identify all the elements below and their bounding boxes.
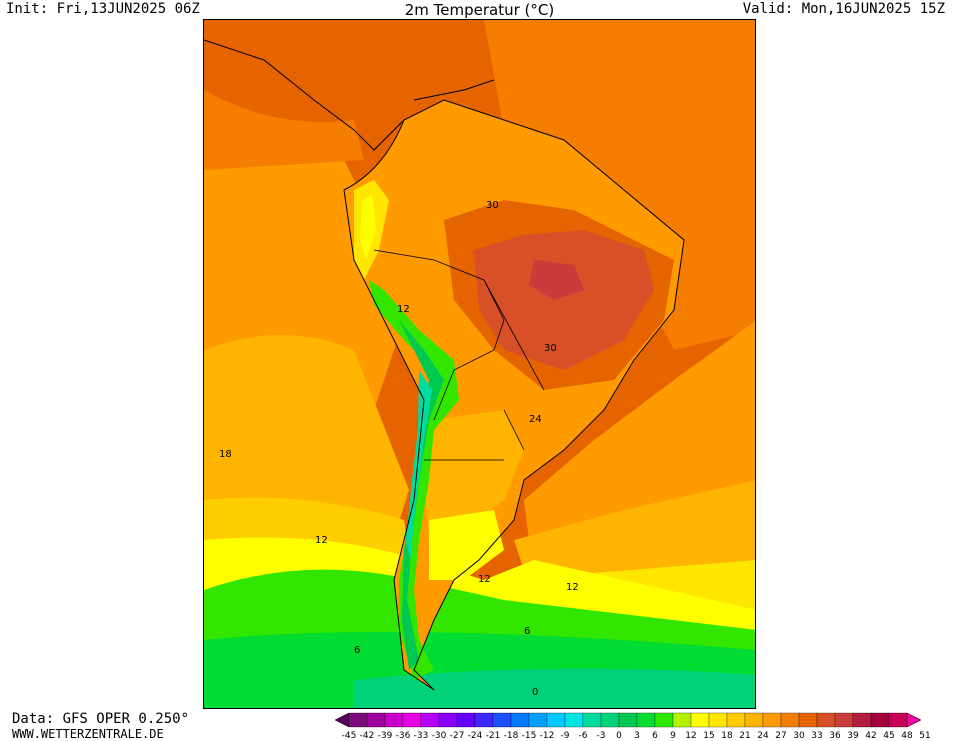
colorbar-tick-label: 12 [685, 731, 696, 741]
colorbar-tick-label: -3 [597, 731, 606, 741]
colorbar-tick-label: -15 [522, 731, 537, 741]
colorbar-tick-label: 9 [670, 731, 676, 741]
colorbar-swatch [690, 712, 710, 728]
field-27-nw [204, 90, 364, 170]
colorbar-swatch [384, 712, 404, 728]
colorbar-tick-label: 36 [829, 731, 841, 741]
colorbar-swatch [654, 712, 674, 728]
colorbar-swatch [708, 712, 728, 728]
colorbar-tick-label: -18 [504, 731, 519, 741]
colorbar-tick-label: 30 [793, 731, 805, 741]
colorbar-swatch [852, 712, 872, 728]
colorbar-swatch [618, 712, 638, 728]
colorbar-tick-label: -9 [561, 731, 570, 741]
colorbar-swatch [816, 712, 836, 728]
brazil-36 [529, 260, 584, 300]
colorbar-tick-label: -39 [378, 731, 393, 741]
field-27-ne [484, 20, 755, 350]
colorbar-swatch [510, 712, 530, 728]
colorbar: -45 -42 -39 -36 -33 -30 -27 -24 -21 -18 -15 -12 -9 -6… [334, 712, 931, 741]
argentina-12 [429, 510, 504, 580]
colorbar-swatch [888, 712, 908, 728]
colorbar-tick-label: 6 [652, 731, 658, 741]
colorbar-tick-label: 3 [634, 731, 640, 741]
colorbar-tick-label: -24 [468, 731, 483, 741]
colorbar-tick-label: -30 [432, 731, 447, 741]
website-label: WWW.WETTERZENTRALE.DE [12, 727, 164, 741]
colorbar-swatch [474, 712, 494, 728]
contour-label: 12 [315, 535, 328, 546]
colorbar-arrow-left [334, 712, 350, 728]
contour-label: 24 [529, 414, 542, 425]
colorbar-tick-label: 15 [703, 731, 714, 741]
colorbar-tick-label: 39 [847, 731, 859, 741]
contour-label: 12 [397, 304, 410, 315]
temperature-map: 30 30 24 12 18 12 12 12 6 6 0 [203, 19, 756, 709]
contour-label: 30 [486, 200, 499, 211]
colorbar-swatch [528, 712, 548, 728]
colorbar-tick-label: 51 [919, 731, 930, 741]
colorbar-swatch [672, 712, 692, 728]
central-america-coastline [204, 39, 405, 151]
colorbar-tick-label: -45 [342, 731, 357, 741]
colorbar-swatch [798, 712, 818, 728]
colorbar-tick-label: 27 [775, 731, 786, 741]
contour-label: 30 [544, 343, 557, 354]
colorbar-swatch [492, 712, 512, 728]
init-time-label: Init: Fri,13JUN2025 06Z [6, 1, 200, 17]
map-title: 2m Temperatur (°C) [404, 1, 555, 19]
colorbar-tick-label: 42 [865, 731, 876, 741]
colorbar-swatch [348, 712, 368, 728]
colorbar-tick-label: -36 [396, 731, 411, 741]
colorbar-tick-label: 24 [757, 731, 769, 741]
colorbar-swatch [600, 712, 620, 728]
colorbar-swatch [870, 712, 890, 728]
contour-label: 6 [524, 626, 530, 637]
colorbar-swatch [402, 712, 422, 728]
colorbar-tick-label: -6 [579, 731, 588, 741]
andes-3 [399, 320, 444, 670]
colorbar-tick-label: -33 [414, 731, 429, 741]
colorbar-tick-label: -27 [450, 731, 465, 741]
colorbar-tick-label: 45 [883, 731, 894, 741]
colorbar-swatch [546, 712, 566, 728]
contour-label: 12 [478, 574, 491, 585]
andes-0 [406, 370, 432, 560]
contour-label: 12 [566, 582, 579, 593]
contour-label: 0 [532, 687, 538, 698]
colorbar-swatch [726, 712, 746, 728]
south-america-coastline [343, 99, 685, 691]
temperature-field: 30 30 24 12 18 12 12 12 6 6 0 [204, 20, 755, 708]
colorbar-swatch [780, 712, 800, 728]
contour-label: 6 [354, 645, 360, 656]
colorbar-swatch [762, 712, 782, 728]
colorbar-swatch [636, 712, 656, 728]
colorbar-tick-label: 21 [739, 731, 750, 741]
colorbar-swatch [456, 712, 476, 728]
colorbar-swatch [834, 712, 854, 728]
colorbar-swatch [564, 712, 584, 728]
data-source-label: Data: GFS OPER 0.250° [12, 711, 190, 727]
colorbar-swatch [582, 712, 602, 728]
colorbar-tick-label: 33 [811, 731, 822, 741]
colorbar-swatch [366, 712, 386, 728]
colorbar-tick-label: 0 [616, 731, 622, 741]
caribbean-coastline [413, 79, 495, 101]
colorbar-swatch [420, 712, 440, 728]
colorbar-tick-label: 48 [901, 731, 913, 741]
argentina-21 [424, 410, 524, 540]
colorbar-arrow-right [906, 712, 922, 728]
colorbar-swatch [438, 712, 458, 728]
field-3-south [354, 668, 755, 708]
colorbar-tick-label: 18 [721, 731, 733, 741]
colorbar-tick-label: -21 [486, 731, 501, 741]
colorbar-swatch [744, 712, 764, 728]
colorbar-tick-label: -42 [360, 731, 375, 741]
colorbar-tick-label: -12 [540, 731, 555, 741]
country-borders [373, 249, 545, 461]
brazil-33 [474, 230, 654, 370]
valid-time-label: Valid: Mon,16JUN2025 15Z [742, 1, 945, 17]
northern-andes-12 [360, 195, 376, 260]
contour-label: 18 [219, 449, 232, 460]
